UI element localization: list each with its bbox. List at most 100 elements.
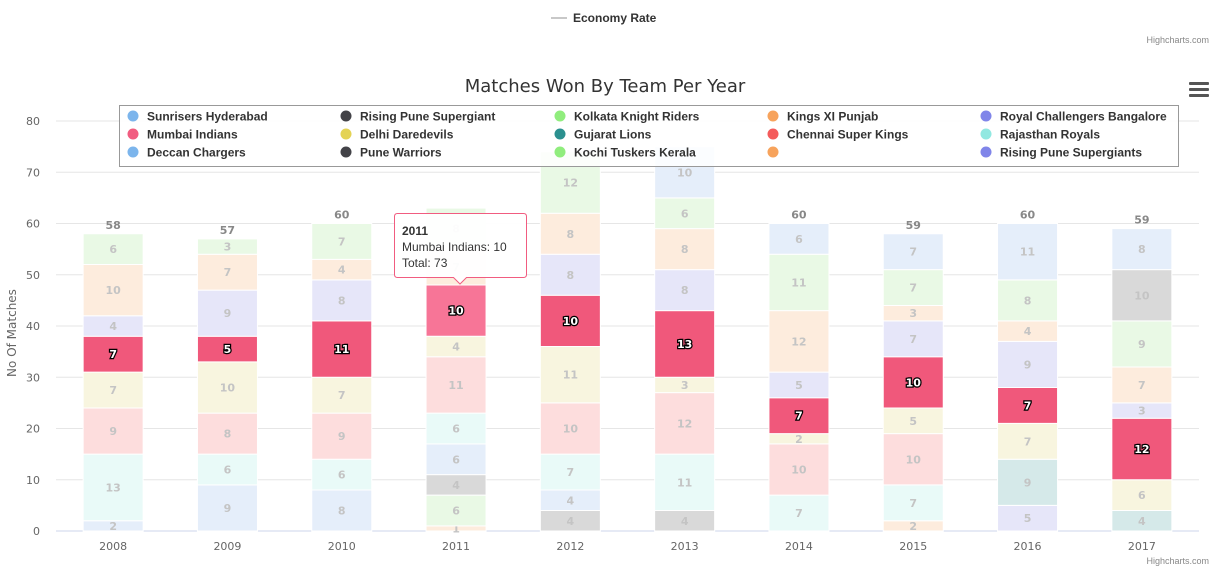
bar-segment[interactable] [1111,366,1173,404]
x-axis-ticks: 2008 2009 2010 2011 2012 2013 2014 2015 2016 2017 [99,540,1156,553]
bar-segment[interactable] [311,489,373,532]
bar-segment[interactable] [768,310,830,373]
bar-segment[interactable] [768,494,830,532]
bar-segment[interactable] [196,412,258,455]
bar-segment[interactable] [1111,320,1173,368]
data-label: 10 [105,284,121,297]
data-label: 7 [338,235,346,248]
legend-item[interactable]: Kolkata Knight Riders [554,110,700,124]
chart-context-menu-icon[interactable] [1189,82,1209,98]
bar-segment[interactable] [1111,479,1173,511]
stack-total-label: 58 [105,219,120,232]
bar-segment[interactable] [1111,417,1173,481]
bar-segment[interactable] [1111,228,1173,271]
x-tick-label: 2008 [99,540,127,553]
legend-item[interactable]: Kings XI Punjab [767,110,879,124]
data-label: 7 [909,282,917,295]
bar-segment[interactable] [82,264,144,317]
bar-segment[interactable] [539,294,601,347]
bar-segment[interactable] [311,376,373,414]
bar-segment[interactable] [882,356,944,409]
bar-segment[interactable] [425,412,487,445]
legend-item[interactable]: Gujarat Lions [554,128,652,142]
bar-segment[interactable] [196,238,258,255]
bar-segment[interactable] [882,320,944,358]
data-label: 13 [677,338,692,351]
data-label: 11 [563,369,578,382]
bar-segment[interactable] [997,458,1059,506]
data-label: 11 [334,343,349,356]
bar-segment[interactable] [425,494,487,527]
legend-item[interactable] [767,146,779,158]
bar-segment[interactable] [654,453,716,511]
bar-segment[interactable] [654,269,716,312]
bar-segment[interactable] [654,228,716,271]
legend-item[interactable]: Mumbai Indians [127,128,239,142]
bar-segment[interactable] [196,253,258,291]
bar-segment[interactable] [997,223,1059,281]
bar-segment[interactable] [768,253,830,312]
bar-segment[interactable] [654,310,716,378]
bar-segment[interactable] [311,279,373,322]
legend-item[interactable]: Sunrisers Hyderabad [127,110,268,124]
legend-item[interactable]: Rising Pune Supergiants [980,146,1143,160]
data-label: 6 [338,469,346,482]
data-label: 4 [567,494,575,507]
data-label: 10 [220,382,236,395]
credits-link-bottom[interactable]: Highcharts.com [1146,556,1209,566]
bar-segment[interactable] [997,340,1059,388]
bar-segment[interactable] [196,361,258,414]
x-tick-label: 2010 [328,540,356,553]
legend-item[interactable]: Rising Pune Supergiant [340,110,496,124]
stack-total-label: 60 [791,209,807,222]
bar-segment[interactable] [997,387,1059,424]
y-tick-label: 30 [26,371,40,384]
legend-item[interactable]: Kochi Tuskers Kerala [554,146,697,160]
bar-segment[interactable] [82,453,144,522]
bar-segment[interactable] [768,443,830,496]
bar-segment[interactable] [539,253,601,296]
bar-segment[interactable] [882,407,944,435]
legend-symbol [767,146,779,158]
economy-rate-legend-label: Economy Rate [573,11,657,25]
legend-item[interactable]: Delhi Daredevils [340,128,454,142]
bar-segment[interactable] [82,233,144,265]
bar-segment[interactable] [997,279,1059,322]
bar-segment[interactable] [768,397,830,435]
bar-segment[interactable] [1111,269,1173,322]
data-label: 8 [567,228,575,241]
economy-rate-legend[interactable]: Economy Rate [551,10,656,26]
credits-link-top[interactable]: Highcharts.com [1146,35,1209,45]
bar-segment[interactable] [997,504,1059,532]
bar-segment[interactable] [196,453,258,486]
bar-segment[interactable] [882,269,944,306]
bar-segment[interactable] [768,223,830,255]
bar-segment[interactable] [425,284,487,337]
data-label: 12 [1134,443,1149,456]
legend-item[interactable]: Rajasthan Royals [980,128,1101,142]
y-tick-label: 80 [26,115,40,128]
bar-segment[interactable] [768,371,830,399]
bar-segment[interactable] [82,371,144,409]
bar-segment[interactable] [425,443,487,476]
bar-segment[interactable] [654,392,716,455]
bar-segment[interactable] [196,289,258,337]
bar-segment[interactable] [82,407,144,455]
bar-segment[interactable] [82,335,144,373]
bar-segment[interactable] [882,233,944,271]
bar-segment[interactable] [997,422,1059,460]
bar-segment[interactable] [311,458,373,491]
bar-segment[interactable] [882,484,944,522]
legend-item[interactable]: Chennai Super Kings [767,128,909,142]
stack-total-label: 59 [1134,214,1149,227]
bar-segment[interactable] [882,433,944,486]
bar-segment[interactable] [539,402,601,455]
bar-segment[interactable] [311,320,373,378]
legend-item[interactable]: Deccan Chargers [127,146,247,160]
data-label: 10 [563,423,579,436]
bar-segment[interactable] [311,223,373,260]
legend-item[interactable]: Pune Warriors [340,146,442,160]
bar-segment[interactable] [539,346,601,404]
legend-item[interactable]: Royal Challengers Bangalore [980,110,1168,124]
bar-segment[interactable] [654,197,716,230]
